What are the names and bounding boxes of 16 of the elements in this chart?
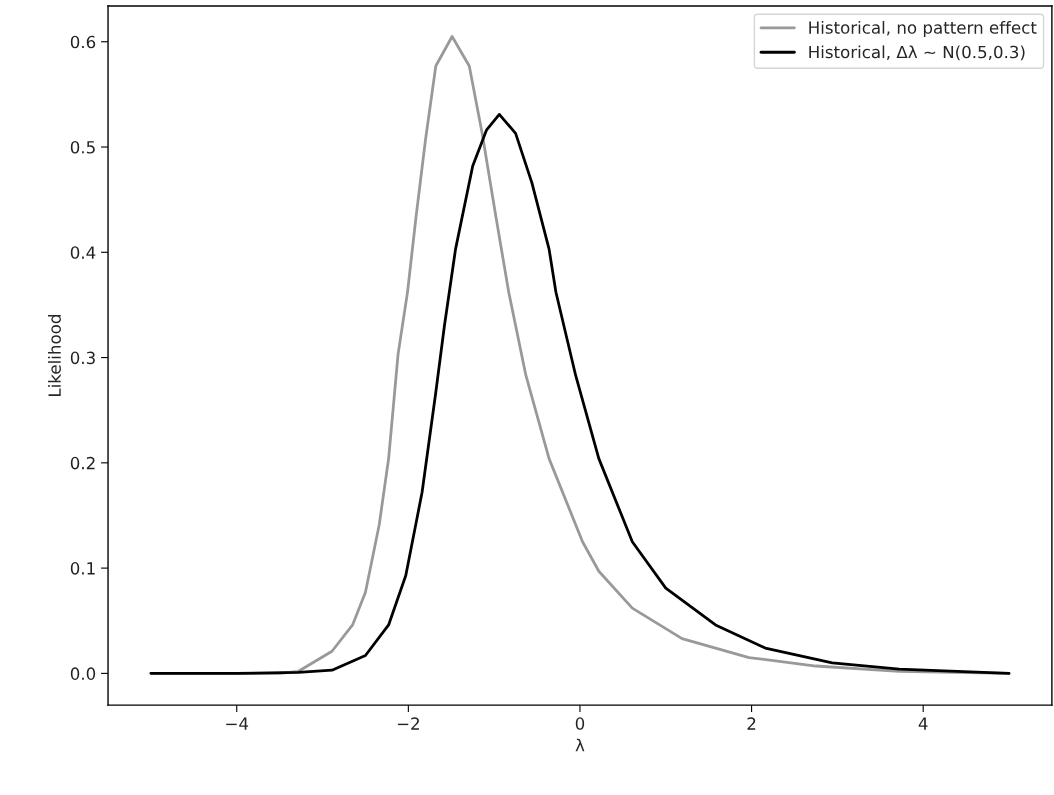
x-tick-label: −2 [397,717,419,730]
y-tick-label: 0.0 [70,667,96,680]
y-tick-label: 0.6 [70,35,96,49]
x-tick-label: −4 [226,717,249,730]
x-axis-title: λ [575,738,585,752]
legend-label: Historical, no pattern effect [809,20,1037,38]
y-tick-label: 0.5 [70,140,95,154]
y-tick-label: 0.2 [70,456,95,470]
y-tick-label: 0.3 [70,351,95,365]
x-tick-label: 2 [747,717,756,730]
y-tick-label: 0.4 [70,246,96,259]
legend-label: Historical, Δλ ~ N(0.5,0.3) [809,45,1025,61]
y-tick-label: 0.1 [70,562,95,575]
y-axis-title: Likelihood [48,315,61,396]
x-tick-label: 0 [575,717,585,730]
x-tick-label: 4 [918,717,928,730]
